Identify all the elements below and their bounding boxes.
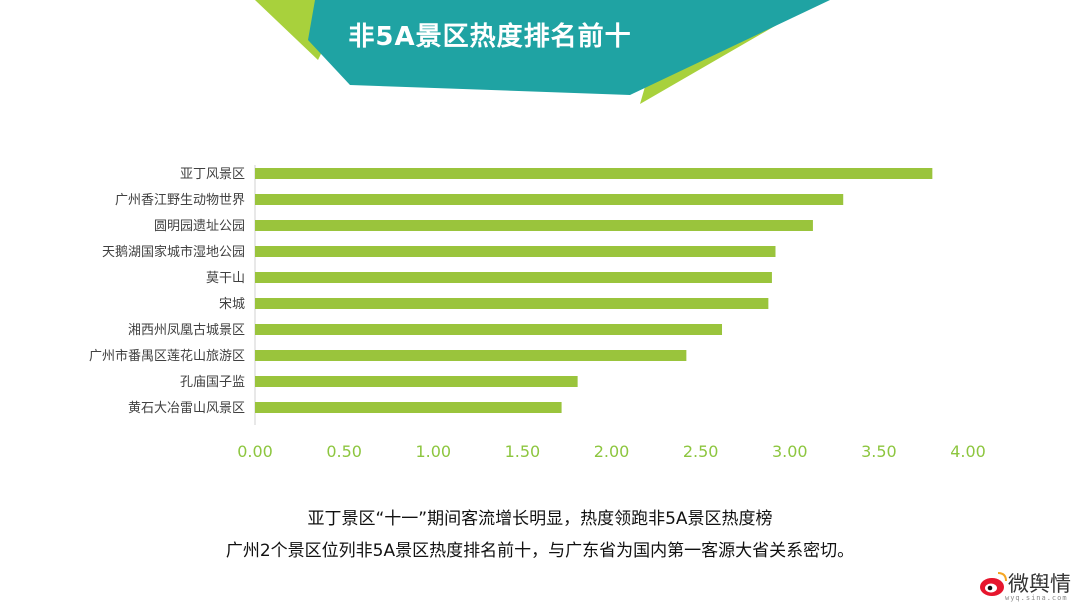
category-label-8: 广州市番禺区莲花山旅游区 xyxy=(89,348,245,364)
category-label-2: 广州香江野生动物世界 xyxy=(115,193,245,208)
category-label-10: 黄石大冶雷山风景区 xyxy=(128,401,245,416)
x-tick-label-4: 1.50 xyxy=(505,442,541,461)
x-tick-labels-group: 0.00 0.50 1.00 1.50 2.00 2.50 3.00 3.50 4.00 xyxy=(237,442,986,461)
logo-text: 微舆情 xyxy=(1008,572,1071,596)
caption: 亚丁景区“十一”期间客流增长明显，热度领跑非5A景区热度榜 广州2个景区位列非5… xyxy=(0,503,1080,567)
category-label-4: 天鹅湖国家城市湿地公园 xyxy=(102,244,245,260)
bar-7 xyxy=(255,324,723,335)
x-tick-label-9: 4.00 xyxy=(950,442,986,461)
x-tick-label-7: 3.00 xyxy=(772,442,808,461)
category-labels-group: 亚丁风景区广州香江野生动物世界圆明园遗址公园天鹅湖国家城市湿地公园莫干山宋城湘西… xyxy=(89,167,245,416)
bar-8 xyxy=(255,350,687,361)
bar-2 xyxy=(255,194,844,205)
weibo-logo-icon xyxy=(980,572,1007,596)
bar-10 xyxy=(255,402,562,413)
x-tick-label-1: 0.00 xyxy=(237,442,273,461)
x-tick-label-5: 2.00 xyxy=(594,442,630,461)
category-label-1: 亚丁风景区 xyxy=(180,167,245,182)
category-label-9: 孔庙国子监 xyxy=(180,375,245,390)
x-tick-label-8: 3.50 xyxy=(861,442,897,461)
category-label-6: 宋城 xyxy=(219,297,245,312)
x-tick-label-2: 0.50 xyxy=(326,442,362,461)
banner-teal-shape xyxy=(308,0,830,95)
x-tick-label-3: 1.00 xyxy=(415,442,451,461)
bar-1 xyxy=(255,168,933,179)
bar-5 xyxy=(255,272,772,283)
category-label-3: 圆明园遗址公园 xyxy=(154,219,245,234)
caption-line-1: 亚丁景区“十一”期间客流增长明显，热度领跑非5A景区热度榜 xyxy=(307,509,773,529)
header-banner xyxy=(255,0,830,104)
bars-group xyxy=(255,168,933,413)
bar-3 xyxy=(255,220,813,231)
bar-6 xyxy=(255,298,769,309)
x-tick-label-6: 2.50 xyxy=(683,442,719,461)
category-label-5: 莫干山 xyxy=(206,271,245,286)
bar-9 xyxy=(255,376,578,387)
bar-4 xyxy=(255,246,776,257)
caption-line-2: 广州2个景区位列非5A景区热度排名前十，与广东省为国内第一客源大省关系密切。 xyxy=(225,541,855,561)
page-title: 非5A景区热度排名前十 xyxy=(348,22,632,52)
logo-subtext: wyq.sina.com xyxy=(1005,594,1068,602)
category-label-7: 湘西州凤凰古城景区 xyxy=(128,323,245,338)
bar-chart: 亚丁风景区广州香江野生动物世界圆明园遗址公园天鹅湖国家城市湿地公园莫干山宋城湘西… xyxy=(89,165,986,461)
